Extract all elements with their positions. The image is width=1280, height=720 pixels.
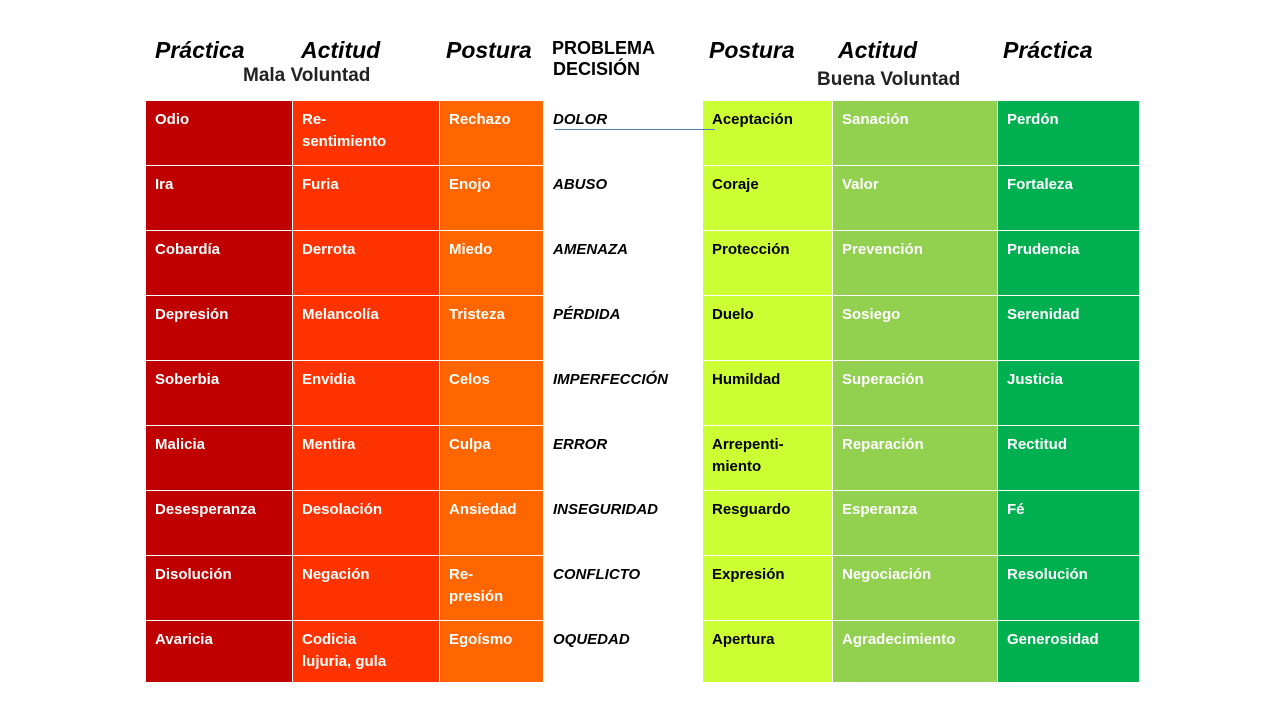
cell-postura-buena: Duelo (702, 295, 833, 361)
cell-problema: ABUSO (543, 165, 703, 231)
cell-postura-mala: Rechazo (439, 100, 544, 166)
table-row: Ira Furia Enojo ABUSO Coraje Valor Fortaleza (145, 165, 1140, 231)
cell-practica-buena: Fé (997, 490, 1140, 556)
cell-practica-buena: Fortaleza (997, 165, 1140, 231)
table-row: Desesperanza Desolación Ansiedad INSEGURIDA… (145, 490, 1140, 556)
cell-postura-mala: Re-presión (439, 555, 544, 621)
cell-postura-buena: Protección (702, 230, 833, 296)
cell-problema: OQUEDAD (543, 620, 703, 683)
header-practica-buena: Práctica (1003, 37, 1093, 63)
header-buena-voluntad: Buena Voluntad (817, 69, 961, 90)
cell-actitud-buena: Superación (832, 360, 998, 426)
cell-practica-buena: Rectitud (997, 425, 1140, 491)
cell-practica-buena: Prudencia (997, 230, 1140, 296)
cell-practica-buena: Generosidad (997, 620, 1140, 683)
cell-actitud-mala: Negación (292, 555, 440, 621)
cell-practica-mala: Cobardía (145, 230, 293, 296)
cell-problema: ERROR (543, 425, 703, 491)
cell-practica-buena: Serenidad (997, 295, 1140, 361)
cell-practica-mala: Ira (145, 165, 293, 231)
cell-problema: CONFLICTO (543, 555, 703, 621)
cell-actitud-mala: Re-sentimiento (292, 100, 440, 166)
cell-postura-mala: Egoísmo (439, 620, 544, 683)
cell-postura-buena: Aceptación (702, 100, 833, 166)
cell-actitud-mala: Furia (292, 165, 440, 231)
table-row: Odio Re-sentimiento Rechazo DOLOR Aceptación… (145, 100, 1140, 166)
cell-problema: IMPERFECCIÓN (543, 360, 703, 426)
cell-postura-mala: Celos (439, 360, 544, 426)
cell-postura-buena: Coraje (702, 165, 833, 231)
cell-actitud-mala: Codicia lujuria, gula (292, 620, 440, 683)
header-actitud-buena: Actitud (838, 37, 918, 63)
cell-practica-mala: Malicia (145, 425, 293, 491)
cell-practica-mala: Depresión (145, 295, 293, 361)
cell-practica-mala: Desesperanza (145, 490, 293, 556)
header-practica-mala: Práctica (155, 37, 245, 63)
cell-problema: DOLOR (543, 100, 703, 166)
voluntad-table: Odio Re-sentimiento Rechazo DOLOR Aceptación… (145, 100, 1140, 683)
header-problema: PROBLEMA (552, 38, 655, 58)
header-postura-buena: Postura (709, 37, 795, 63)
cell-practica-mala: Avaricia (145, 620, 293, 683)
header-mala-voluntad: Mala Voluntad (243, 65, 371, 86)
cell-actitud-buena: Sosiego (832, 295, 998, 361)
cell-practica-mala: Soberbia (145, 360, 293, 426)
cell-problema: INSEGURIDAD (543, 490, 703, 556)
cell-actitud-buena: Sanación (832, 100, 998, 166)
cell-actitud-mala: Envidia (292, 360, 440, 426)
cell-actitud-mala: Melancolía (292, 295, 440, 361)
connector-line (555, 129, 715, 130)
cell-postura-buena: Resguardo (702, 490, 833, 556)
header-decision: DECISIÓN (553, 59, 641, 79)
cell-actitud-buena: Esperanza (832, 490, 998, 556)
cell-problema: PÉRDIDA (543, 295, 703, 361)
cell-practica-buena: Resolución (997, 555, 1140, 621)
cell-practica-buena: Justicia (997, 360, 1140, 426)
cell-actitud-buena: Valor (832, 165, 998, 231)
cell-actitud-buena: Negociación (832, 555, 998, 621)
table-row: Malicia Mentira Culpa ERROR Arrepenti-miento… (145, 425, 1140, 491)
cell-postura-buena: Expresión (702, 555, 833, 621)
cell-postura-buena: Apertura (702, 620, 833, 683)
cell-actitud-buena: Agradecimiento (832, 620, 998, 683)
cell-practica-mala: Odio (145, 100, 293, 166)
table-row: Cobardía Derrota Miedo AMENAZA Protección Pre… (145, 230, 1140, 296)
table-row: Avaricia Codicia lujuria, gula Egoísmo OQUED… (145, 620, 1140, 683)
cell-postura-mala: Culpa (439, 425, 544, 491)
cell-postura-mala: Enojo (439, 165, 544, 231)
cell-problema: AMENAZA (543, 230, 703, 296)
cell-actitud-mala: Derrota (292, 230, 440, 296)
cell-actitud-mala: Desolación (292, 490, 440, 556)
cell-actitud-mala: Mentira (292, 425, 440, 491)
cell-postura-buena: Humildad (702, 360, 833, 426)
cell-practica-buena: Perdón (997, 100, 1140, 166)
cell-postura-mala: Ansiedad (439, 490, 544, 556)
table-row: Disolución Negación Re-presión CONFLICTO Exp… (145, 555, 1140, 621)
cell-actitud-buena: Prevención (832, 230, 998, 296)
cell-postura-buena: Arrepenti-miento (702, 425, 833, 491)
cell-practica-mala: Disolución (145, 555, 293, 621)
header-postura-mala: Postura (446, 37, 532, 63)
table-row: Soberbia Envidia Celos IMPERFECCIÓN Humildad… (145, 360, 1140, 426)
header-actitud-mala: Actitud (301, 37, 381, 63)
cell-postura-mala: Tristeza (439, 295, 544, 361)
cell-actitud-buena: Reparación (832, 425, 998, 491)
cell-postura-mala: Miedo (439, 230, 544, 296)
table-row: Depresión Melancolía Tristeza PÉRDIDA Duelo S… (145, 295, 1140, 361)
